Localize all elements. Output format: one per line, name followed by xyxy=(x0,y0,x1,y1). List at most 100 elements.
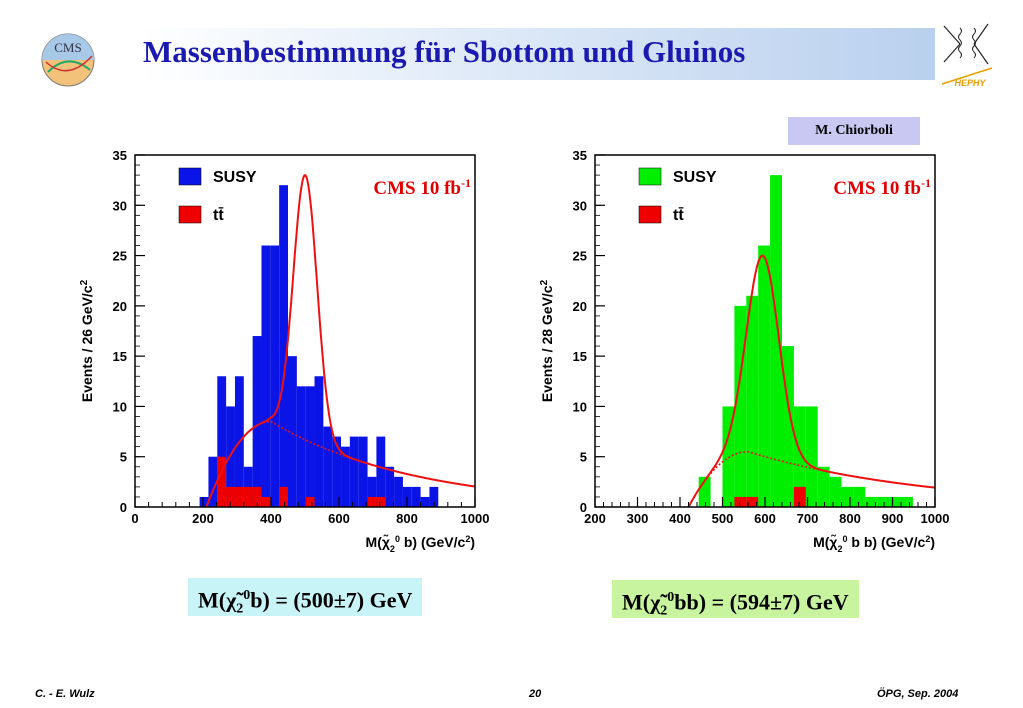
susy-bar xyxy=(901,496,913,507)
legend-swatch xyxy=(638,205,662,224)
susy-bar xyxy=(877,496,890,507)
x-tick-label: 200 xyxy=(584,511,606,526)
legend-swatch xyxy=(638,167,662,186)
footer-author: C. - E. Wulz xyxy=(35,688,95,700)
legend-label: SUSY xyxy=(213,169,257,186)
cms-annotation-sup: -1 xyxy=(461,176,471,190)
susy-bar xyxy=(829,476,842,507)
susy-bar xyxy=(349,436,359,507)
x-tick-label: 600 xyxy=(754,511,776,526)
y-tick-label: 20 xyxy=(113,299,127,314)
background-fit-curve xyxy=(205,420,475,507)
cms-annotation-sup: -1 xyxy=(921,176,931,190)
susy-bar xyxy=(420,496,430,507)
susy-bar xyxy=(793,406,806,507)
y-axis-label-main: Events / 28 GeV/c xyxy=(539,285,555,402)
y-tick-label: 35 xyxy=(113,150,127,163)
susy-bar xyxy=(402,486,412,507)
x-axis-label-suffix: b) (GeV/c xyxy=(400,534,466,550)
hephy-logo-text: HEPHY xyxy=(954,78,986,88)
result-left-sub: 2 xyxy=(236,601,244,617)
ttbar-bar xyxy=(217,456,227,507)
x-axis-label-sup2: 2 xyxy=(465,534,470,544)
x-tick-label: 400 xyxy=(669,511,691,526)
susy-bar xyxy=(252,336,262,507)
susy-bar xyxy=(341,446,350,507)
footer-page-number: 20 xyxy=(529,688,542,700)
footer-event: ÖPG, Sep. 2004 xyxy=(877,688,959,700)
x-axis-label-tail: ) xyxy=(470,534,475,550)
x-tick-label: 400 xyxy=(260,511,282,526)
ttbar-bar xyxy=(367,496,377,507)
legend-swatch xyxy=(178,205,202,224)
y-tick-label: 5 xyxy=(120,450,127,465)
result-right-particles: bb xyxy=(674,589,699,615)
susy-bar xyxy=(261,245,271,507)
susy-bar xyxy=(217,376,227,507)
susy-bar xyxy=(305,386,315,507)
susy-bar xyxy=(288,356,297,507)
total-fit-curve xyxy=(205,174,475,507)
susy-bar xyxy=(746,295,759,507)
susy-bar xyxy=(296,386,306,507)
y-axis-label-sup: 2 xyxy=(539,279,550,285)
cms-annotation-text: CMS 10 fb xyxy=(373,178,461,199)
x-tick-label: 700 xyxy=(797,511,819,526)
plot-area xyxy=(199,174,475,507)
mass-result-left: M(χ̃20b) = (500±7) GeV xyxy=(188,578,423,617)
y-tick-label: 10 xyxy=(573,399,587,414)
susy-bar xyxy=(270,245,280,507)
ttbar-bar xyxy=(376,496,386,507)
susy-bar xyxy=(376,436,386,507)
susy-bar xyxy=(314,376,324,507)
x-tick-label: 800 xyxy=(839,511,861,526)
ttbar-bar xyxy=(261,496,271,507)
x-axis-label: M(χ̃20 b b) (GeV/c2) xyxy=(813,533,935,554)
result-left-particles: b xyxy=(250,587,263,613)
x-tick-label: 1000 xyxy=(461,511,490,526)
y-tick-label: 15 xyxy=(113,349,127,364)
x-tick-label: 1000 xyxy=(921,511,950,526)
x-axis-label-chi: χ̃ xyxy=(382,533,390,550)
susy-bar xyxy=(817,466,830,507)
susy-bar xyxy=(332,436,342,507)
result-left-prefix: M( xyxy=(198,587,227,613)
x-axis-label-sup2: 2 xyxy=(925,534,930,544)
x-axis-label-sup: 0 xyxy=(843,534,848,544)
y-tick-label: 25 xyxy=(573,249,587,264)
chart-right: 200 300 400 500 600 700 800 900 1000051015202530… xyxy=(539,150,950,554)
result-left-value: ) = (500±7) GeV xyxy=(262,587,413,613)
ttbar-bar xyxy=(746,496,759,507)
susy-bar xyxy=(358,436,368,507)
x-tick-label: 800 xyxy=(396,511,418,526)
x-axis-label-tail: ) xyxy=(930,534,935,550)
x-axis-label-chi: χ̃ xyxy=(829,533,837,550)
ttbar-bar xyxy=(305,496,315,507)
x-axis-label-prefix: M( xyxy=(813,534,830,550)
ttbar-bar xyxy=(243,486,253,507)
author-tag: M. Chiorboli xyxy=(788,117,920,145)
y-axis-label-sup: 2 xyxy=(79,279,90,285)
result-right-chi: χ̃ xyxy=(650,589,661,615)
susy-bar xyxy=(758,245,771,507)
susy-bar xyxy=(279,185,288,507)
y-tick-label: 30 xyxy=(113,198,127,213)
susy-bar xyxy=(770,175,782,507)
result-left-chi: χ̃ xyxy=(226,587,237,613)
susy-bar xyxy=(411,486,421,507)
result-right-prefix: M( xyxy=(622,589,651,615)
ttbar-bar xyxy=(234,486,244,507)
result-right-sub: 2 xyxy=(660,603,668,619)
x-tick-label: 300 xyxy=(627,511,649,526)
susy-bar xyxy=(734,305,747,507)
x-axis-label-prefix: M( xyxy=(366,534,383,550)
result-right-value: ) = (594±7) GeV xyxy=(698,589,849,615)
y-axis-label: Events / 26 GeV/c2 xyxy=(79,279,96,402)
susy-bar xyxy=(782,346,794,507)
mass-result-right: M(χ̃20bb) = (594±7) GeV xyxy=(612,580,859,619)
x-tick-label: 200 xyxy=(192,511,214,526)
ttbar-bar xyxy=(734,496,747,507)
y-tick-label: 0 xyxy=(120,500,127,515)
y-tick-label: 20 xyxy=(573,299,587,314)
